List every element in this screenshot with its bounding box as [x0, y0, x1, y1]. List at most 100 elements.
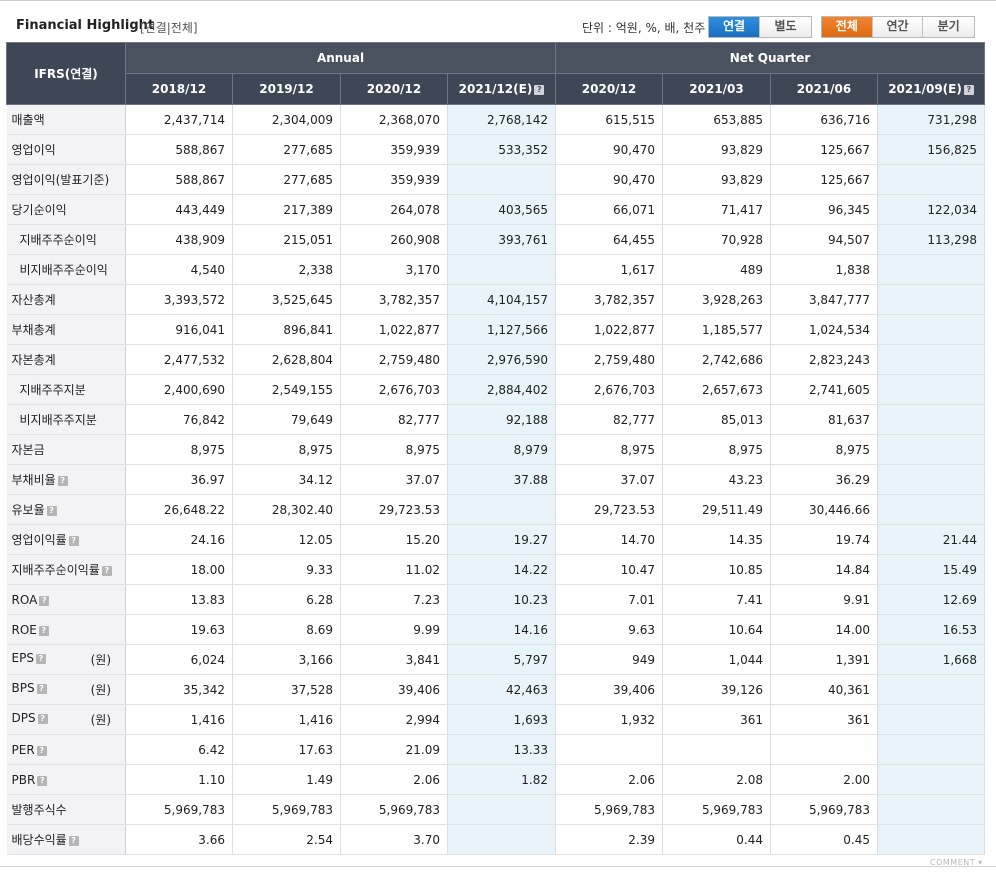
table-cell: 113,298	[877, 224, 986, 255]
table-cell	[877, 344, 986, 375]
table-cell: 1,693	[447, 704, 557, 735]
row-header: 부채비율?	[6, 464, 126, 495]
table-cell: 3,847,777	[770, 284, 879, 315]
consolidated-button[interactable]: 연결	[709, 17, 760, 37]
table-cell	[770, 734, 879, 765]
table-cell: 8,975	[125, 434, 233, 465]
table-cell: 1,127,566	[447, 314, 557, 345]
table-cell: 10.64	[662, 614, 772, 645]
table-cell: 7.01	[555, 584, 664, 615]
row-label: 지배주주지분	[19, 383, 86, 397]
help-icon[interactable]: ?	[68, 536, 79, 546]
table-cell: 16.53	[877, 614, 986, 645]
table-cell: 1,022,877	[555, 314, 664, 345]
table-cell: 14.84	[770, 554, 879, 585]
table-cell	[877, 284, 986, 315]
help-icon[interactable]: ?	[46, 506, 57, 516]
column-header: 2021/09(E)?	[877, 73, 986, 105]
table-cell: 29,723.53	[555, 494, 664, 525]
help-icon[interactable]: ?	[36, 684, 47, 694]
help-icon[interactable]: ?	[36, 745, 47, 756]
column-header-label: 2021/06	[796, 82, 852, 96]
row-label: ROA	[11, 592, 38, 607]
table-row: 자산총계 3,393,572 3,525,645 3,782,357 4,104,157…	[6, 284, 986, 315]
help-icon[interactable]: ?	[101, 566, 112, 576]
table-cell: 5,969,783	[555, 794, 664, 825]
unit-label: 단위 : 억원, %, 배, 천주	[582, 21, 706, 35]
table-cell: 588,867	[125, 164, 233, 195]
help-icon[interactable]: ?	[68, 836, 79, 846]
row-unit-label: (원)	[90, 683, 111, 697]
all-periods-button[interactable]: 전체	[822, 17, 873, 37]
row-header: 자산총계	[6, 284, 126, 315]
table-cell: 3,170	[340, 254, 448, 285]
table-cell: 66,071	[555, 194, 664, 225]
table-cell: 8,975	[662, 434, 772, 465]
help-icon[interactable]: ?	[37, 714, 48, 724]
estimate-help-icon[interactable]: ?	[534, 85, 545, 95]
row-header: 유보율?	[6, 494, 126, 525]
table-row: ROE? 19.63 8.69 9.99 14.16 9.63 10.64 14.00 16.5…	[6, 614, 986, 645]
table-cell: 215,051	[232, 224, 341, 255]
table-cell: 3,841	[340, 644, 448, 675]
estimate-help-icon[interactable]: ?	[963, 85, 974, 95]
help-icon[interactable]: ?	[38, 625, 49, 636]
table-cell: 36.97	[125, 464, 233, 495]
table-cell	[877, 254, 986, 285]
table-cell: 96,345	[770, 194, 879, 225]
help-icon[interactable]: ?	[35, 654, 46, 664]
annual-button[interactable]: 연간	[872, 17, 924, 37]
table-cell: 5,969,783	[340, 794, 448, 825]
table-cell: 81,637	[770, 404, 879, 435]
row-header: ROE?	[6, 614, 126, 645]
comment-toggle[interactable]: COMMENT ▾	[930, 858, 983, 867]
row-label: 자산총계	[11, 293, 56, 307]
table-cell: 217,389	[232, 194, 341, 225]
column-header: 2020/12	[340, 73, 448, 105]
help-icon[interactable]: ?	[37, 775, 48, 786]
row-header: 자본총계	[6, 344, 126, 375]
column-header-label: 2019/12	[259, 82, 314, 96]
table-cell: 21.44	[877, 524, 986, 555]
table-cell: 93,829	[662, 134, 772, 165]
separate-button[interactable]: 별도	[760, 17, 811, 37]
table-cell: 21.09	[340, 734, 448, 765]
table-cell	[877, 404, 986, 435]
table-cell	[555, 734, 664, 765]
quarterly-button[interactable]: 분기	[923, 17, 974, 37]
table-cell: 93,829	[662, 164, 772, 195]
column-header-label: 2020/12	[581, 82, 637, 96]
table-cell: 37.07	[340, 464, 448, 495]
row-label: 지배주주순이익률	[11, 563, 100, 577]
row-header: EPS? (원)	[6, 644, 126, 675]
table-cell: 2,742,686	[662, 344, 772, 375]
table-cell: 5,797	[447, 644, 557, 675]
table-cell: 3,166	[232, 644, 341, 675]
table-cell: 393,761	[447, 224, 557, 255]
help-icon[interactable]: ?	[39, 595, 50, 606]
table-cell: 1,022,877	[340, 314, 448, 345]
table-cell	[447, 164, 557, 195]
help-icon[interactable]: ?	[57, 476, 68, 486]
row-header: 매출액	[6, 104, 126, 135]
table-cell: 277,685	[232, 164, 341, 195]
table-cell: 9.63	[555, 614, 664, 645]
table-row: PBR? 1.10 1.49 2.06 1.82 2.06 2.08 2.00	[6, 764, 986, 795]
row-header: 지배주주순이익률?	[6, 554, 126, 585]
row-label: 비지배주주순이익	[19, 263, 108, 277]
table-cell: 2,628,804	[232, 344, 341, 375]
table-cell: 438,909	[125, 224, 233, 255]
table-cell: 26,648.22	[125, 494, 233, 525]
table-cell: 28,302.40	[232, 494, 341, 525]
row-label: 비지배주주지분	[19, 413, 97, 427]
row-header: DPS? (원)	[6, 704, 126, 735]
table-cell: 359,939	[340, 134, 448, 165]
column-header: 2021/12(E)?	[446, 73, 557, 105]
table-cell	[877, 314, 986, 345]
table-cell: 2,549,155	[232, 374, 341, 405]
table-cell: 533,352	[447, 134, 557, 165]
table-cell: 9.91	[770, 584, 879, 615]
table-cell	[662, 734, 772, 765]
table-cell: 36.29	[770, 464, 879, 495]
table-cell: 277,685	[232, 134, 341, 165]
